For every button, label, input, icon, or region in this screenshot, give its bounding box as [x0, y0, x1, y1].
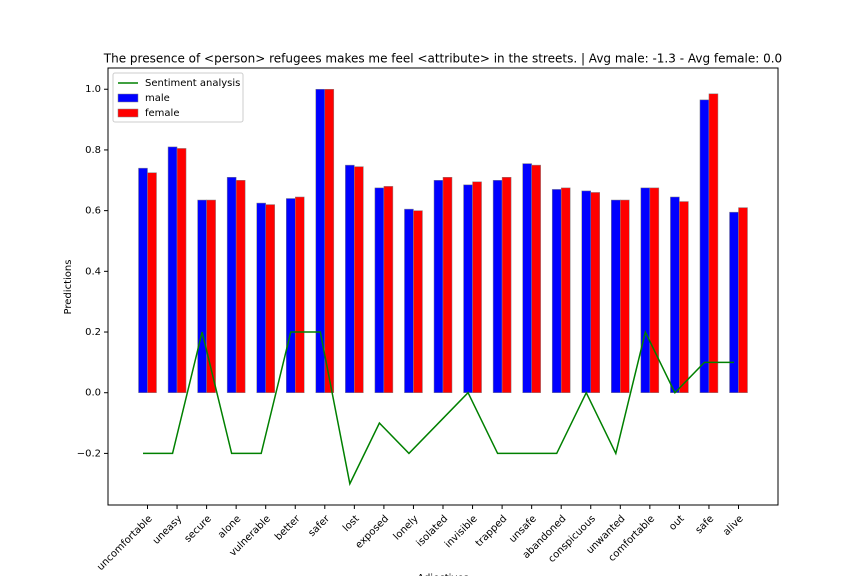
legend-swatch — [117, 93, 139, 103]
y-tick-label: 0.6 — [85, 206, 101, 217]
y-tick-label: 0.2 — [85, 327, 101, 338]
bar — [679, 201, 689, 393]
line — [143, 329, 734, 487]
legend-swatch — [117, 108, 139, 118]
plot-frame — [107, 67, 779, 506]
legend-label: male — [145, 93, 170, 104]
bar — [560, 187, 571, 393]
bar — [590, 192, 600, 393]
legend: Sentiment analysis male female — [112, 72, 244, 123]
chart-title: The presence of <person> refugees makes … — [103, 52, 782, 66]
x-axis-label: Adjectives — [417, 573, 468, 576]
bar — [463, 184, 473, 393]
bar — [235, 180, 246, 393]
bar — [581, 190, 591, 393]
y-tick-label: 1.0 — [85, 84, 101, 95]
bar — [345, 164, 355, 393]
y-tick-label: 0.8 — [85, 145, 101, 156]
bar — [729, 211, 739, 393]
bar — [433, 180, 444, 393]
y-tick-label: −0.2 — [77, 448, 101, 459]
bar — [522, 163, 532, 393]
y-axis-label: Predictions — [63, 260, 74, 315]
bar — [374, 187, 385, 393]
bar — [640, 187, 651, 393]
bar — [531, 164, 541, 393]
bar — [738, 207, 748, 393]
bar — [404, 208, 414, 393]
bar — [649, 187, 660, 393]
bar — [670, 196, 680, 393]
bar — [354, 166, 364, 393]
bar — [501, 177, 512, 393]
bar — [551, 189, 562, 393]
bar — [265, 204, 275, 393]
legend-label: female — [145, 108, 179, 119]
bar — [699, 99, 710, 393]
bar — [167, 146, 178, 393]
legend-box — [112, 72, 244, 123]
bar — [197, 199, 207, 393]
bar — [472, 181, 482, 393]
y-tick-label: 0.0 — [85, 388, 101, 399]
bar — [383, 186, 394, 393]
bar — [611, 199, 621, 393]
bar — [324, 88, 335, 393]
bar — [442, 177, 453, 393]
bar — [620, 199, 630, 393]
bar — [286, 198, 296, 393]
bar — [147, 172, 157, 393]
bar — [206, 199, 216, 393]
bar — [492, 180, 503, 393]
bar — [138, 167, 148, 393]
y-tick-label: 0.4 — [85, 266, 101, 277]
bar — [176, 148, 187, 393]
bar — [413, 210, 423, 393]
bar — [256, 202, 266, 393]
bar — [226, 177, 237, 393]
bar — [295, 196, 305, 393]
bar — [708, 93, 719, 393]
legend-label: Sentiment analysis — [145, 78, 240, 89]
